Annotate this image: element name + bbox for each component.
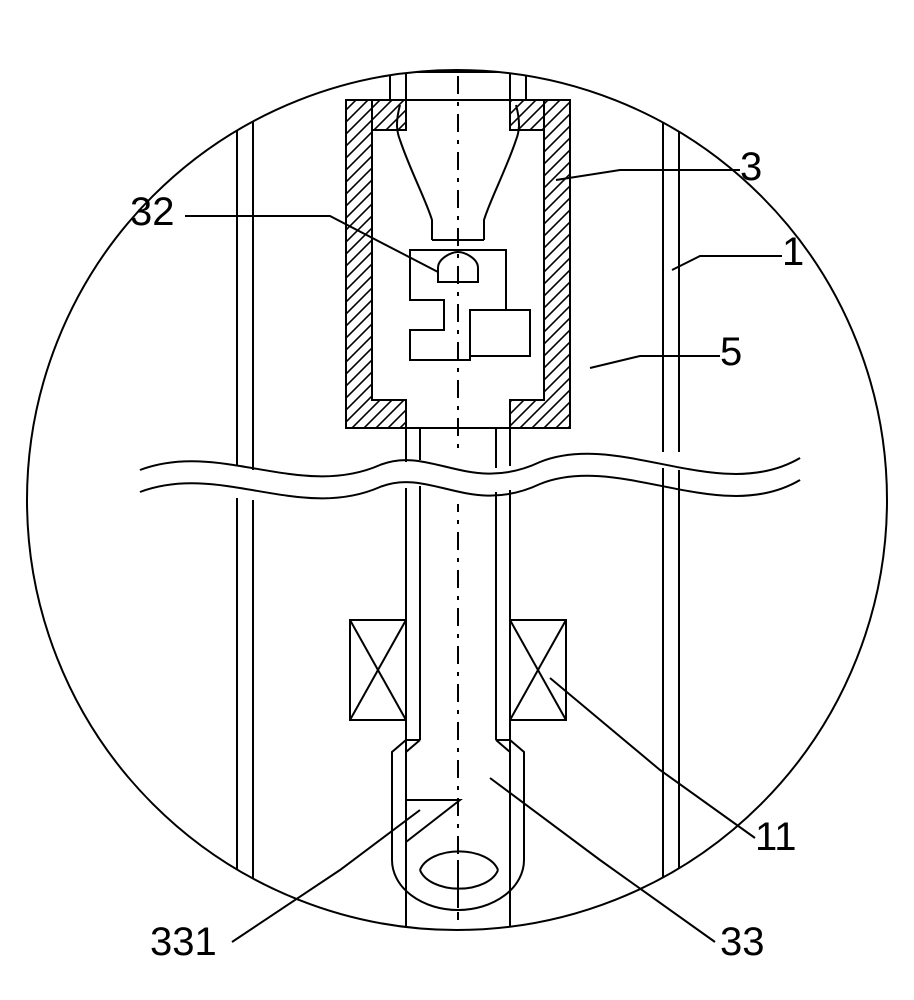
label-331: 331 xyxy=(150,920,217,965)
label-3: 3 xyxy=(740,145,762,190)
label-11: 11 xyxy=(755,815,797,860)
leader-lines xyxy=(185,170,782,942)
label-32: 32 xyxy=(130,190,175,235)
label-1: 1 xyxy=(782,230,804,275)
label-33: 33 xyxy=(720,920,765,965)
label-5: 5 xyxy=(720,330,742,375)
clipped-content xyxy=(140,0,800,1000)
